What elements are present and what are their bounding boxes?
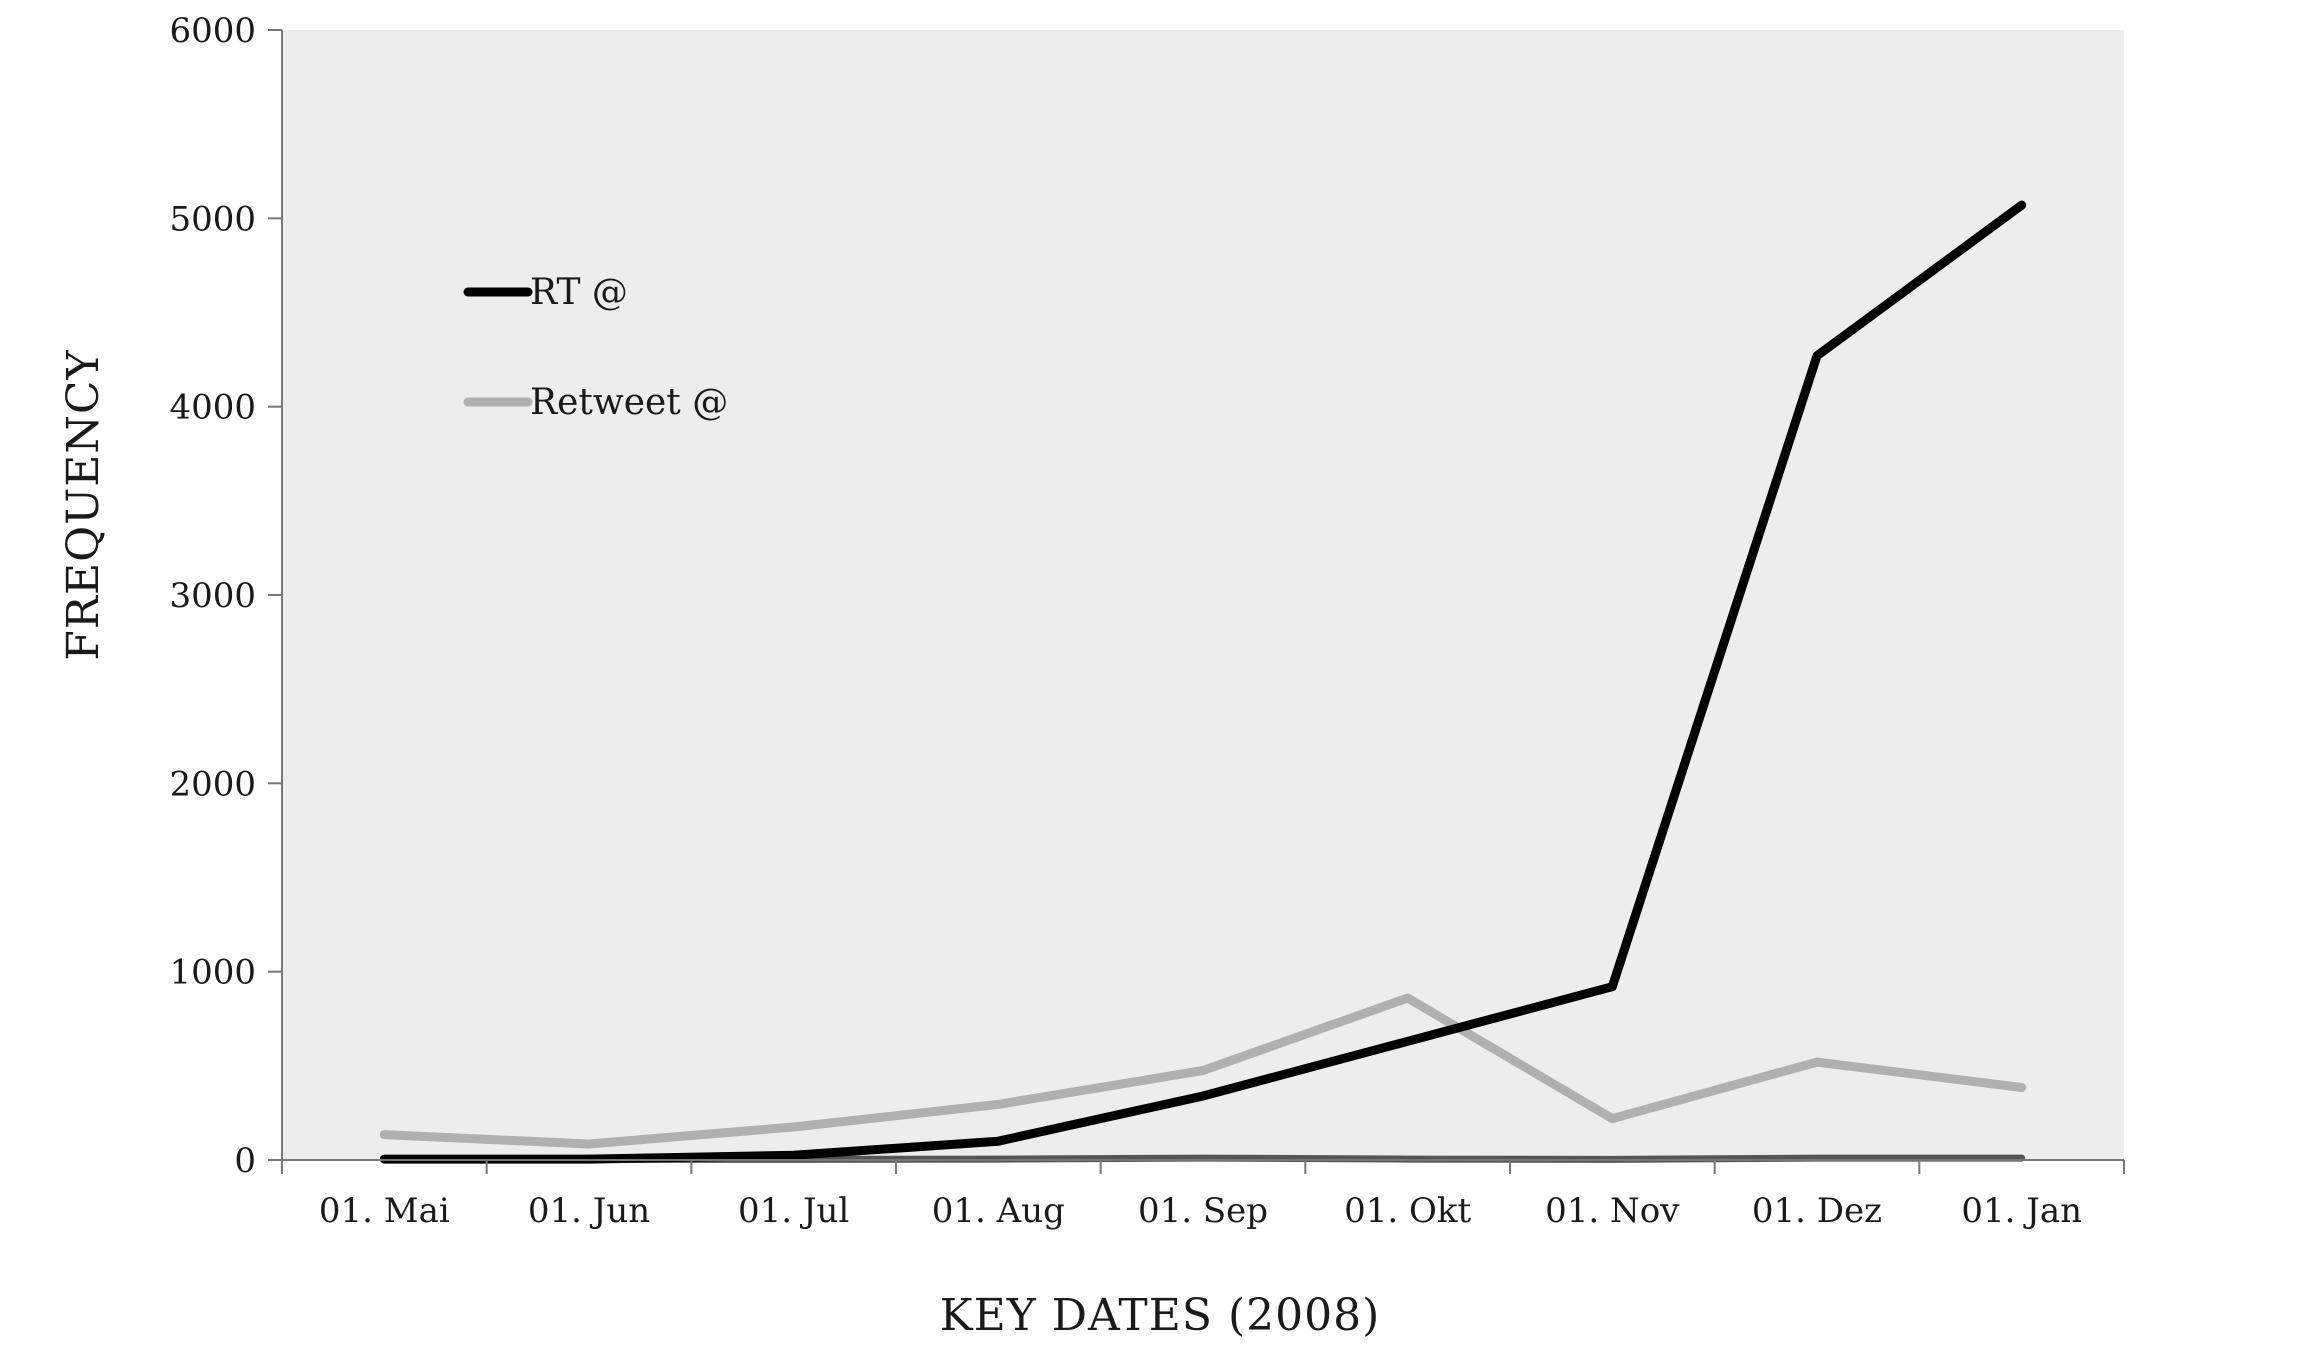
x-tick-label: 01. Aug (932, 1191, 1065, 1231)
y-tick-label: 5000 (169, 199, 256, 239)
x-tick-label: 01. Okt (1344, 1191, 1471, 1231)
x-tick-label: 01. Jul (738, 1191, 849, 1231)
x-tick-label: 01. Dez (1752, 1191, 1882, 1231)
y-tick-label: 2000 (169, 764, 256, 804)
y-tick-label: 0 (234, 1141, 256, 1181)
y-tick-label: 1000 (169, 953, 256, 993)
series-line-1 (379, 993, 2027, 1149)
x-tick-label: 01. Jun (528, 1191, 650, 1231)
series-line-0 (379, 200, 2027, 1164)
y-tick-label: 6000 (169, 11, 256, 51)
legend-label-1: Retweet @ (530, 382, 728, 423)
y-axis-title: FREQUENCY (58, 349, 109, 660)
x-tick-label: 01. Mai (319, 1191, 450, 1231)
x-tick-label: 01. Nov (1545, 1191, 1680, 1231)
x-axis-title: KEY DATES (2008) (940, 1290, 1381, 1341)
legend-label-0: RT @ (530, 272, 628, 313)
y-tick-label: 4000 (169, 388, 256, 428)
plot-area (282, 30, 2124, 1160)
y-axis-ticks: 0 1000 2000 3000 4000 5000 6000 (169, 11, 282, 1181)
x-tick-label: 01. Sep (1138, 1191, 1268, 1231)
y-tick-label: 3000 (169, 576, 256, 616)
legend: RT @ Retweet @ (463, 272, 728, 423)
x-axis-ticks: 01. Mai 01. Jun 01. Jul 01. Aug 01. Sep 01. O… (281, 1160, 2125, 1231)
x-tick-label: 01. Jan (1961, 1191, 2082, 1231)
